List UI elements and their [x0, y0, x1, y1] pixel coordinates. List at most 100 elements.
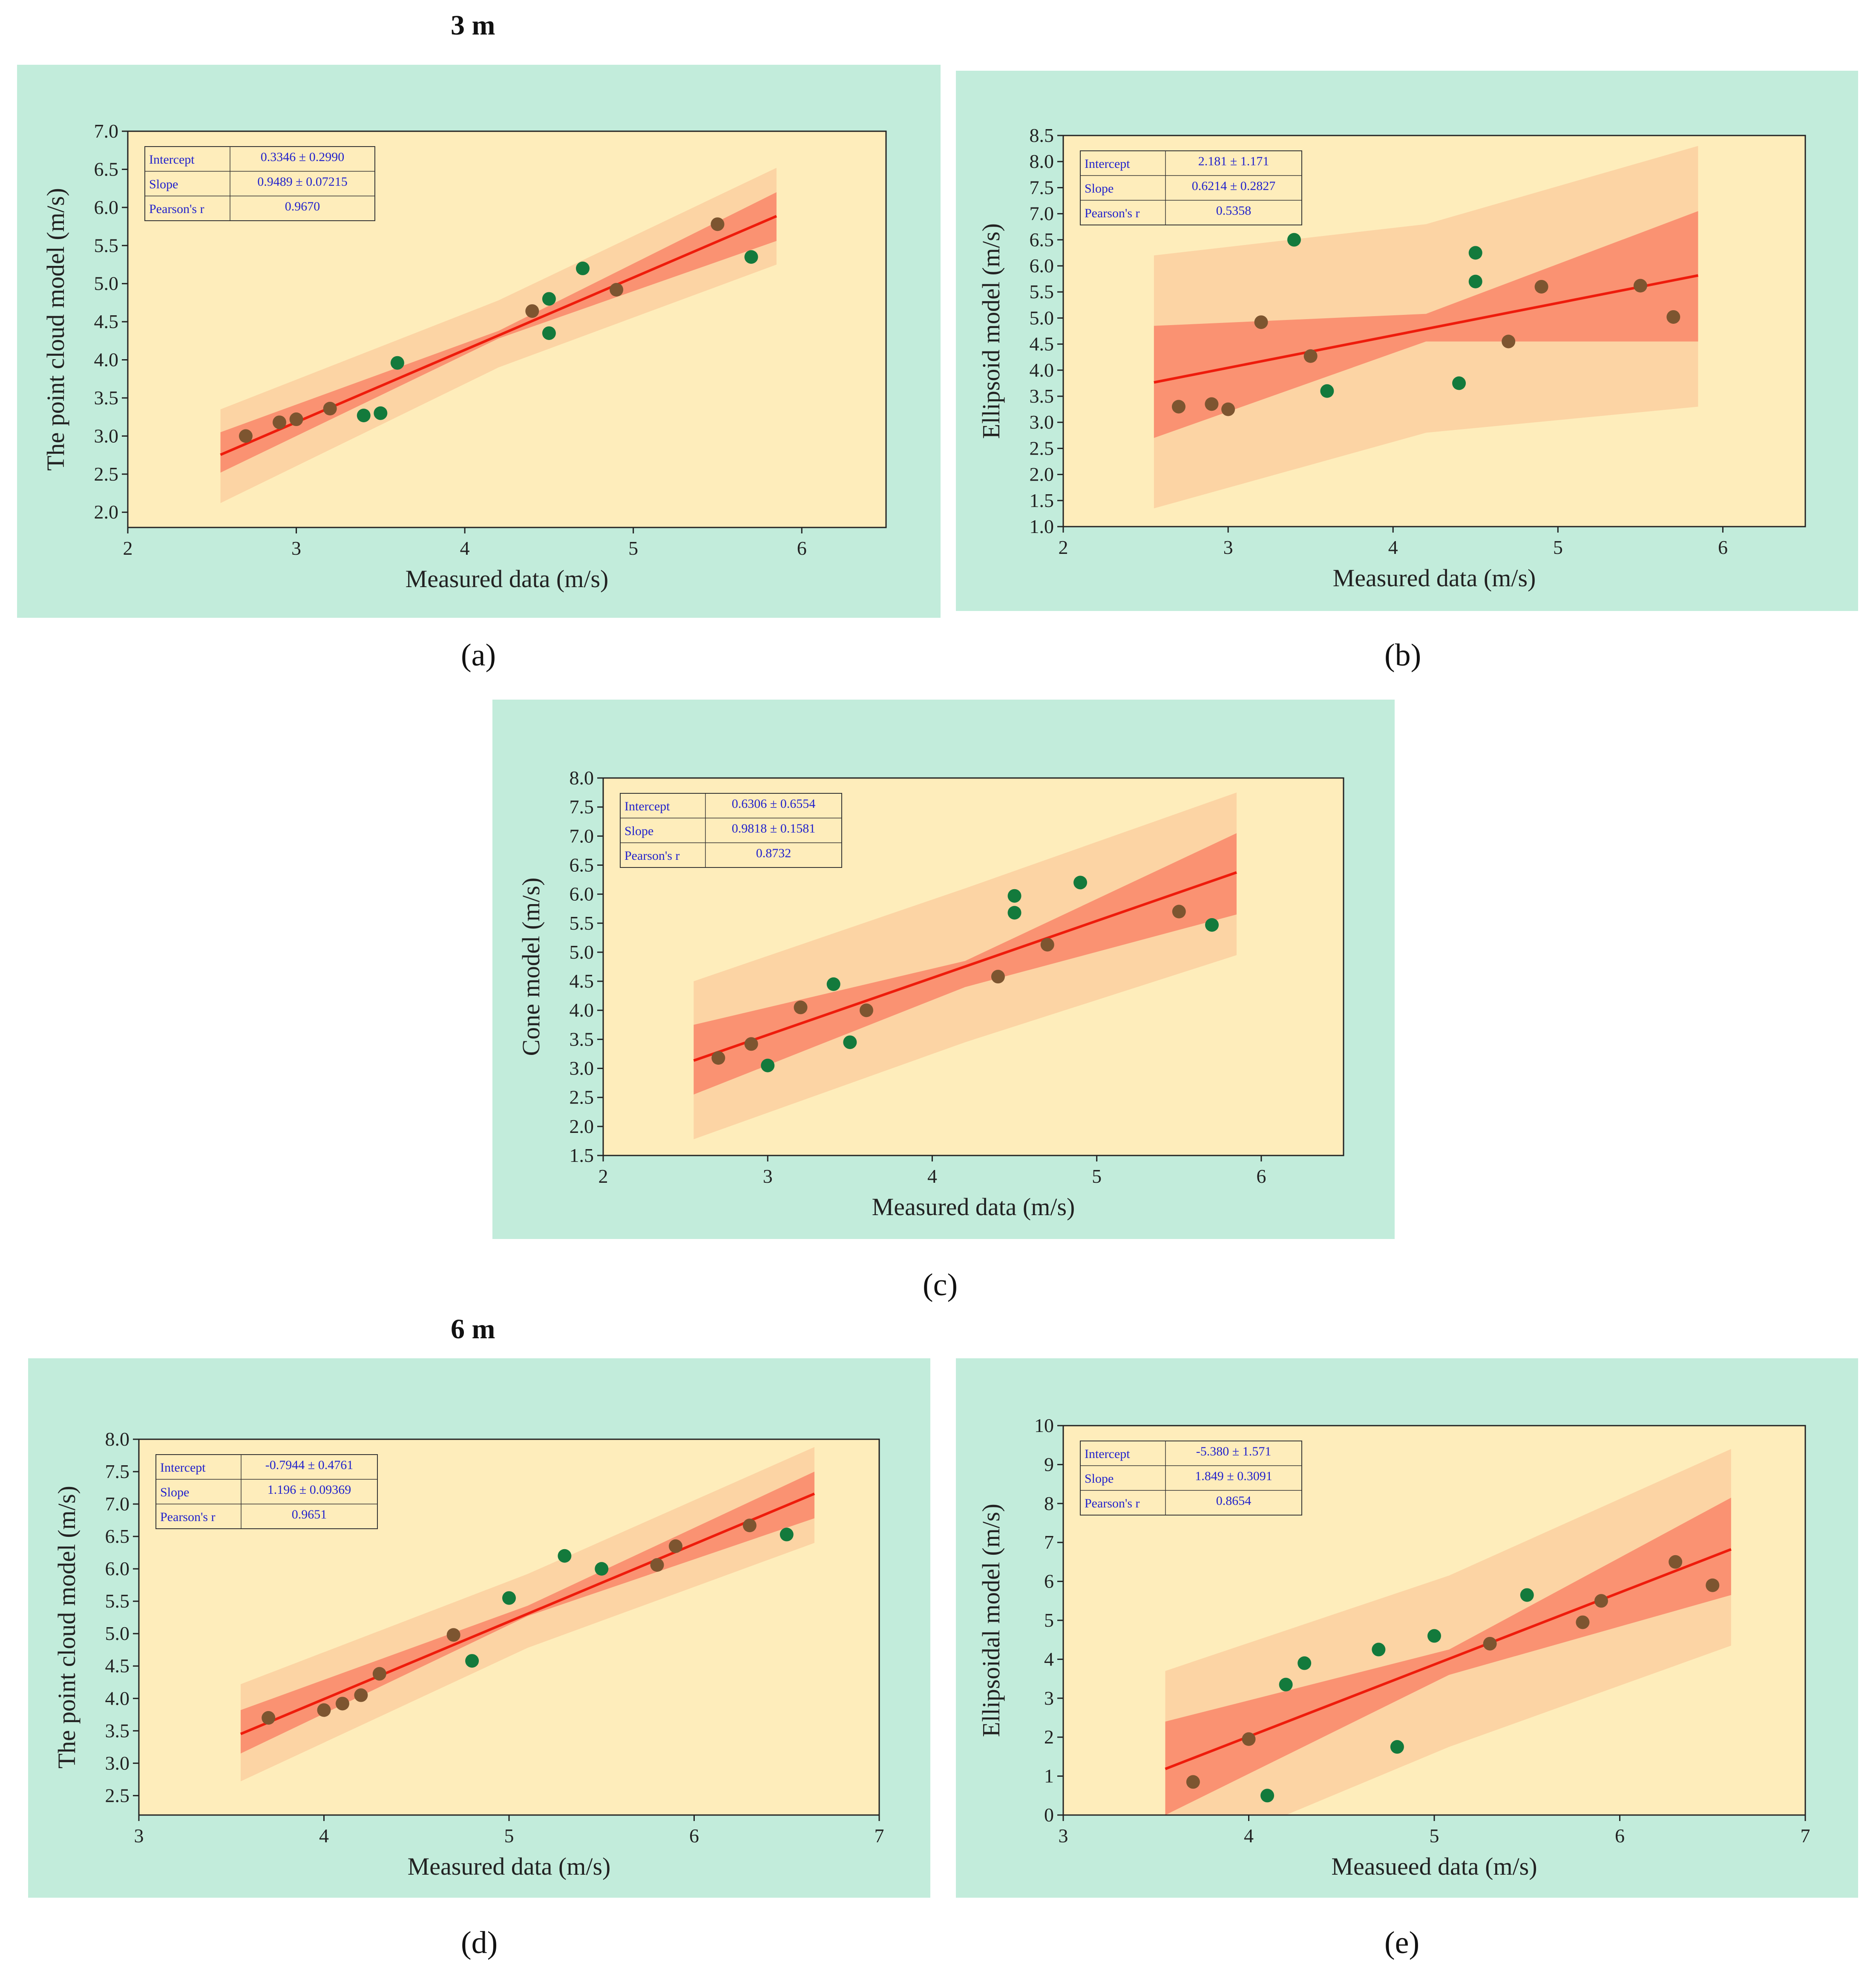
y-tick-label: 4.0 — [570, 999, 594, 1021]
data-point — [542, 292, 556, 306]
data-point — [357, 409, 371, 423]
data-point — [1242, 1732, 1256, 1746]
stats-table-border — [1080, 1441, 1302, 1516]
x-tick-label: 5 — [628, 537, 638, 559]
confidence-band — [693, 833, 1237, 1095]
data-point — [1303, 349, 1318, 363]
x-tick-label: 5 — [1092, 1165, 1102, 1187]
y-tick-label: 6.5 — [94, 158, 119, 180]
x-tick-label: 2 — [598, 1165, 608, 1187]
stats-pearson-r-value: 0.9670 — [285, 199, 320, 213]
y-tick-label: 7.5 — [1030, 176, 1054, 198]
data-point — [826, 977, 840, 991]
y-tick-label: 6.0 — [105, 1558, 130, 1579]
x-tick-label: 6 — [689, 1825, 699, 1847]
data-point — [1594, 1594, 1608, 1608]
data-point — [744, 250, 758, 264]
stats-pearson-r-label: Pearson's r — [1085, 1496, 1140, 1510]
y-tick-label: 1 — [1044, 1765, 1054, 1787]
panel-label-b: (b) — [1384, 638, 1421, 673]
x-tick-label: 4 — [1388, 536, 1398, 558]
stats-pearson-r-value: 0.5358 — [1216, 204, 1252, 218]
x-tick-label: 5 — [1430, 1825, 1439, 1847]
x-tick-label: 3 — [1059, 1825, 1068, 1847]
y-tick-label: 4.0 — [1030, 359, 1054, 381]
panel-label-e: (e) — [1384, 1925, 1420, 1960]
chart-e: 3 4 5 6 7 0 1 2 3 4 5 6 7 8 9 10 Measueed data (m/s) Elli… — [977, 1415, 1810, 1880]
x-tick-label: 3 — [763, 1165, 773, 1187]
stats-table: Intercept -5.380 ± 1.571 Slope 1.849 ± 0.30… — [1080, 1441, 1302, 1516]
x-tick-label: 6 — [1615, 1825, 1625, 1847]
x-axis-title: Measured data (m/s) — [406, 565, 609, 593]
y-tick-label: 7.0 — [94, 120, 119, 142]
data-point — [1040, 938, 1054, 952]
y-tick-label: 9 — [1044, 1453, 1054, 1475]
data-point — [1576, 1615, 1590, 1629]
x-tick-label: 7 — [875, 1825, 884, 1847]
y-tick-label: 5.0 — [105, 1622, 130, 1644]
data-point — [372, 1667, 386, 1681]
y-tick-label: 4 — [1044, 1648, 1054, 1670]
data-point — [1706, 1578, 1720, 1592]
section-heading-6m: 6 m — [451, 1314, 495, 1345]
x-tick-label: 4 — [460, 537, 470, 559]
y-tick-label: 5.0 — [570, 941, 594, 963]
data-point — [1298, 1656, 1312, 1670]
data-point — [1633, 279, 1647, 293]
data-point — [1502, 334, 1516, 349]
y-tick-label: 5 — [1044, 1609, 1054, 1631]
data-point — [843, 1035, 857, 1049]
data-point — [542, 326, 556, 340]
x-tick-label: 4 — [319, 1825, 329, 1847]
stats-pearson-r-value: 0.8732 — [756, 846, 791, 860]
plot-area — [1154, 146, 1698, 509]
data-point — [289, 412, 303, 426]
data-point — [1172, 905, 1186, 919]
x-tick-label: 3 — [134, 1825, 144, 1847]
y-tick-label: 7.0 — [570, 825, 594, 847]
y-tick-label: 2.5 — [105, 1784, 130, 1806]
stats-slope-value: 0.6214 ± 0.2827 — [1192, 179, 1275, 193]
stats-slope-label: Slope — [1085, 182, 1114, 196]
y-tick-label: 1.0 — [1030, 516, 1054, 537]
stats-intercept-value: 0.3346 ± 0.2990 — [261, 150, 344, 164]
stats-table-border — [1080, 150, 1302, 225]
confidence-band — [220, 192, 777, 473]
data-point — [1468, 274, 1482, 288]
stats-intercept-label: Intercept — [1085, 1447, 1130, 1461]
data-point — [317, 1703, 331, 1717]
data-point — [354, 1688, 368, 1702]
data-point — [374, 406, 388, 420]
stats-intercept-value: -0.7944 ± 0.4761 — [265, 1458, 353, 1472]
plot-area — [1165, 1449, 1732, 1815]
data-point — [794, 1000, 808, 1014]
data-point — [1007, 889, 1021, 903]
plot-frame — [127, 130, 887, 528]
fit-line — [1165, 1548, 1732, 1770]
y-tick-label: 6.5 — [105, 1525, 130, 1547]
stats-slope-label: Slope — [149, 177, 178, 191]
data-point — [859, 1003, 873, 1017]
data-point — [323, 402, 337, 415]
chart-b: 2 3 4 5 6 1.0 1.5 2.0 2.5 3.0 3.5 4.0 4.5 5.0 5.5 6.0 6.… — [977, 124, 1806, 592]
section-heading-3m: 3 m — [451, 10, 495, 41]
y-tick-label: 3.5 — [94, 387, 119, 409]
y-tick-label: 7 — [1044, 1531, 1054, 1553]
y-tick-label: 2 — [1044, 1726, 1054, 1748]
fit-line — [240, 1493, 815, 1735]
stats-intercept-label: Intercept — [160, 1461, 206, 1475]
x-tick-label: 2 — [123, 537, 133, 559]
data-point — [1320, 384, 1334, 398]
data-point — [239, 429, 253, 443]
stats-slope-value: 1.196 ± 0.09369 — [268, 1483, 351, 1497]
stats-slope-label: Slope — [624, 824, 653, 838]
data-point — [742, 1519, 757, 1533]
confidence-band — [1154, 211, 1698, 438]
y-tick-label: 2.5 — [570, 1086, 594, 1108]
y-tick-label: 3 — [1044, 1687, 1054, 1709]
y-tick-label: 3.0 — [570, 1057, 594, 1079]
panel-label-c: (c) — [923, 1268, 958, 1302]
confidence-band — [1165, 1498, 1731, 1815]
stats-table: Intercept 2.181 ± 1.171 Slope 0.6214 ± 0.28… — [1080, 150, 1302, 225]
